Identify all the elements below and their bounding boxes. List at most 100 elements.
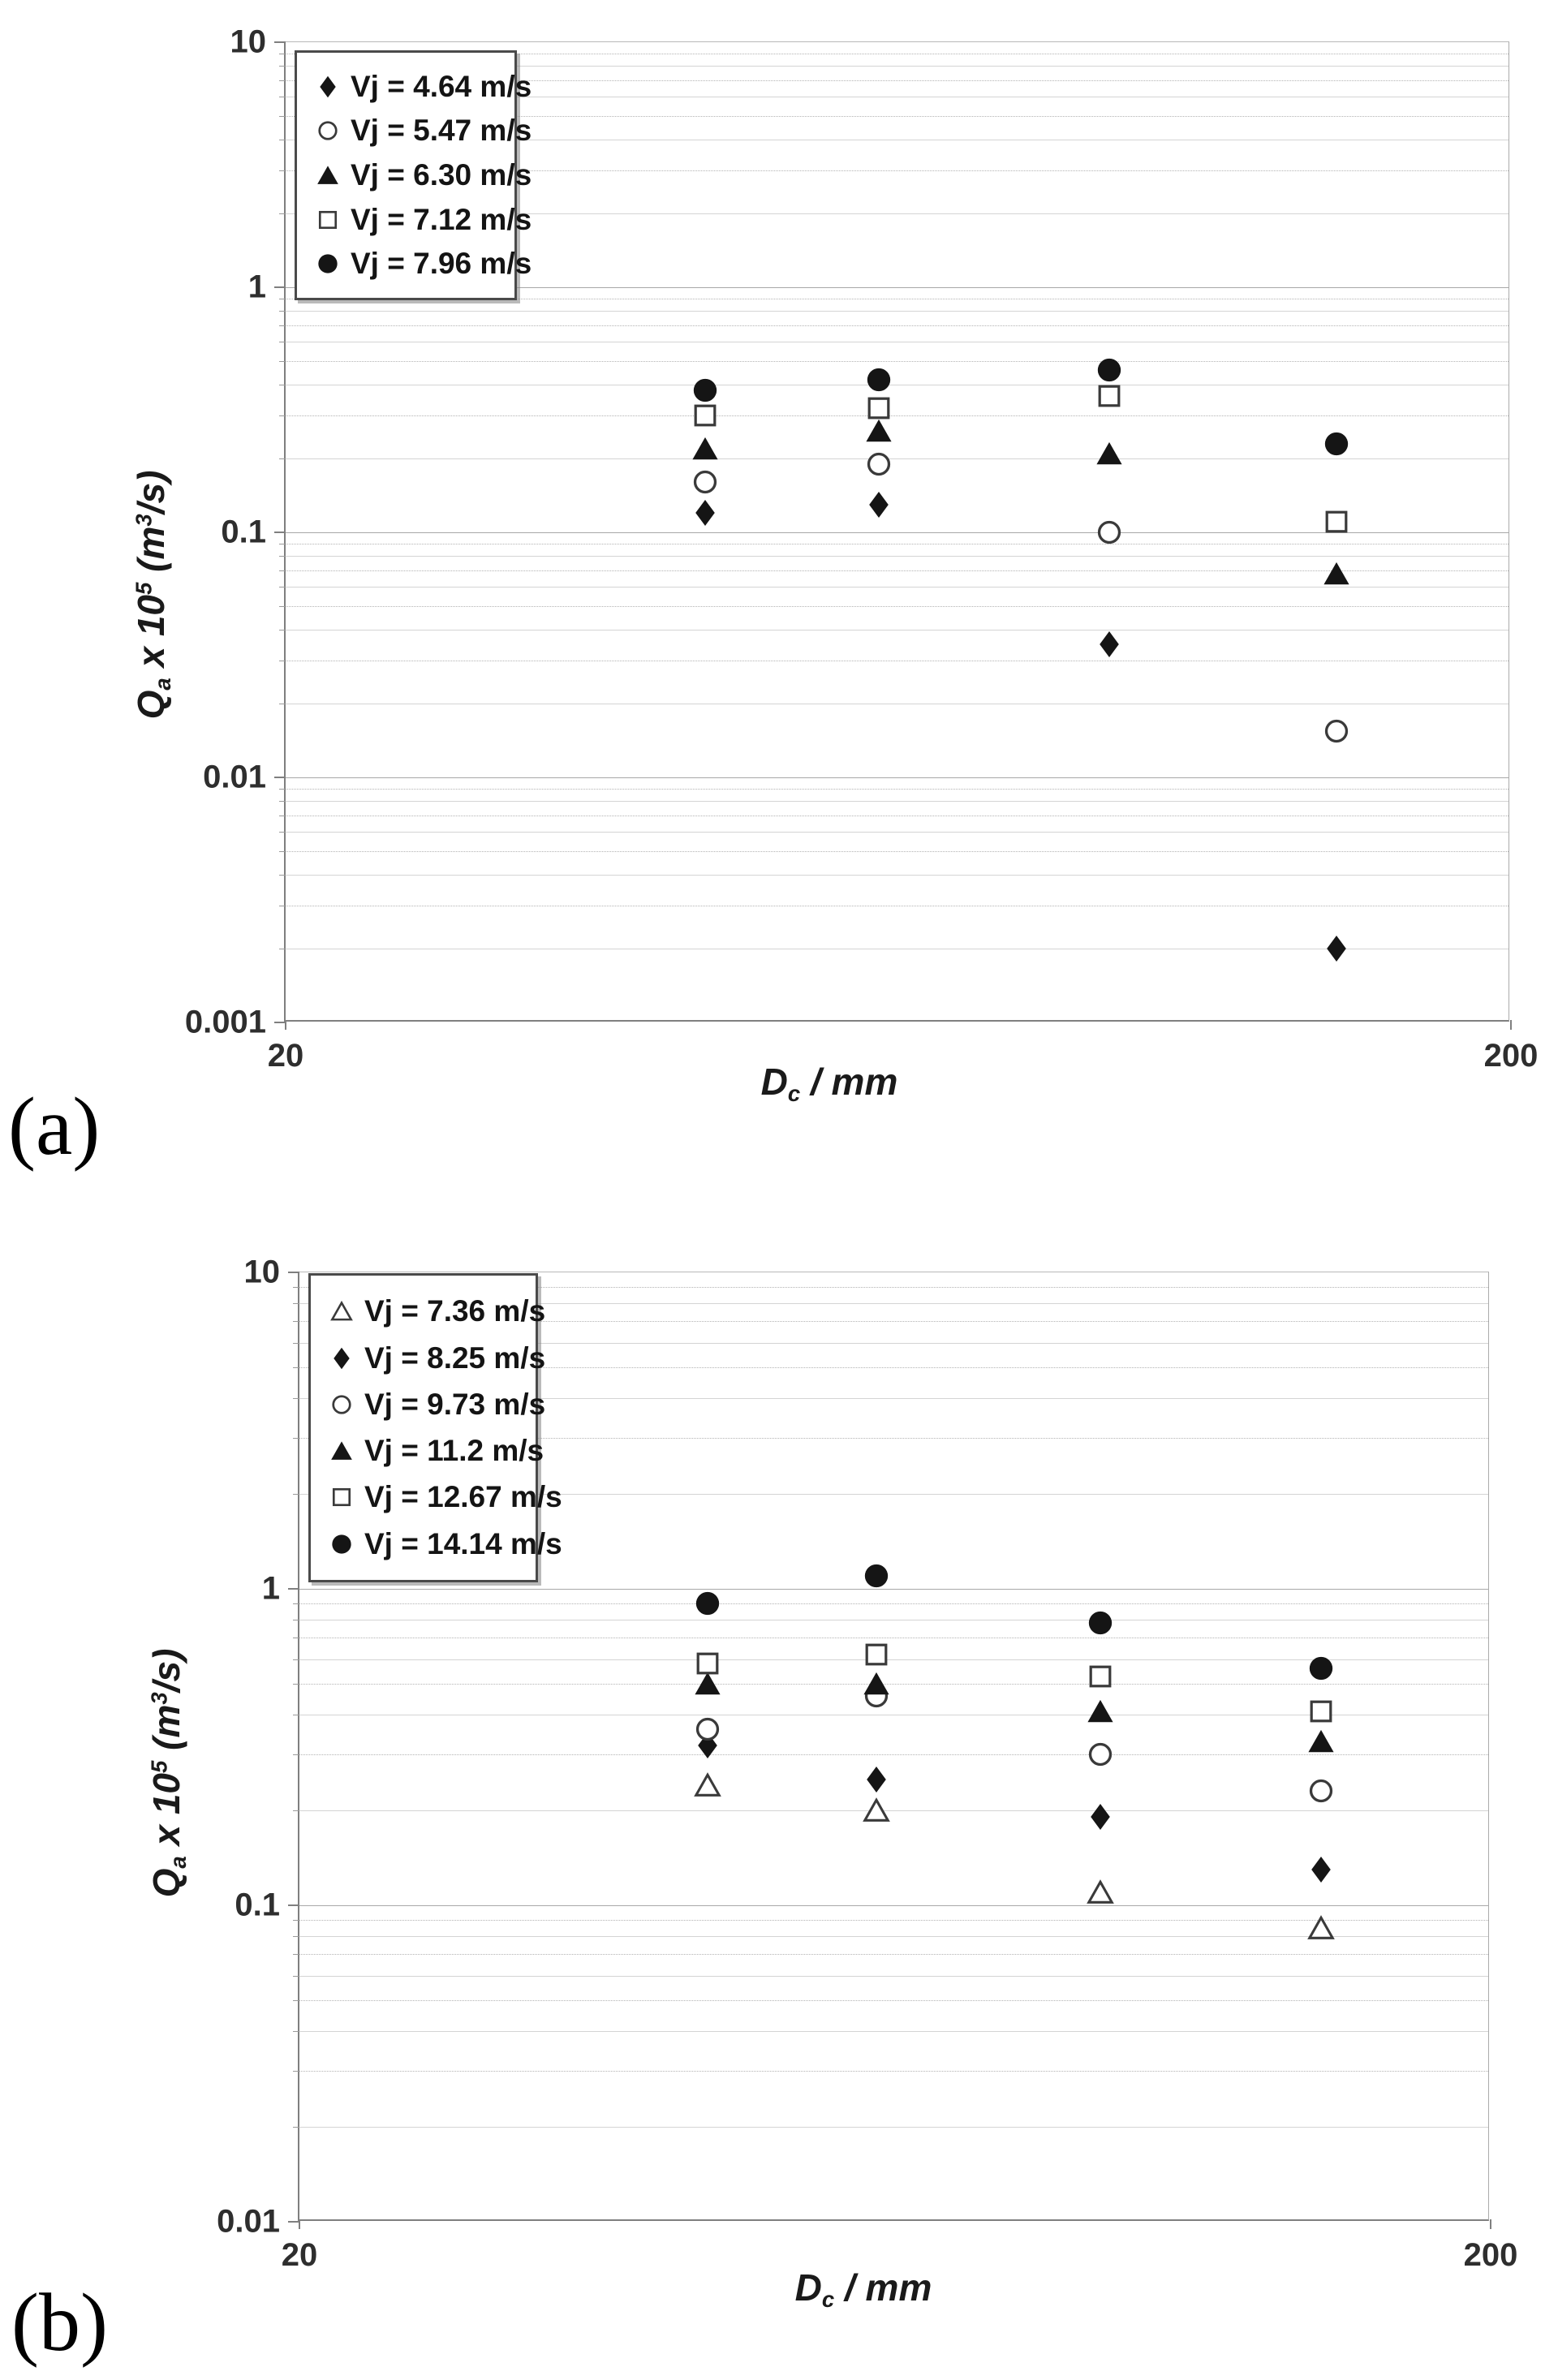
diamond-filled-icon (867, 1766, 886, 1793)
gridline-minor (299, 1321, 1488, 1323)
data-point-diamond-filled (1095, 631, 1123, 658)
data-point-square-open (1087, 1663, 1114, 1690)
data-point-diamond-filled (1307, 1856, 1335, 1883)
y-axis-minor-tick (279, 170, 286, 171)
data-point-circle-open (1095, 519, 1123, 546)
x-axis-tick (285, 1020, 286, 1030)
y-axis-minor-tick (279, 458, 286, 460)
triangle-filled-icon (1087, 1699, 1113, 1723)
legend-marker (330, 1486, 353, 1508)
y-tick-label: 0.01 (203, 759, 266, 795)
data-point-triangle-filled (1307, 1728, 1335, 1755)
data-point-circle-filled (863, 1562, 890, 1590)
gridline-minor (286, 325, 1509, 326)
circle-filled-icon (864, 1564, 889, 1588)
y-axis-major-tick (288, 1272, 299, 1273)
diamond-filled-icon (697, 1732, 717, 1759)
y-axis-minor-tick (293, 1919, 299, 1921)
triangle-open-icon (330, 1301, 353, 1321)
square-open-icon (694, 404, 717, 427)
triangle-open-icon (863, 1797, 890, 1822)
square-open-icon (1089, 1665, 1112, 1687)
data-point-triangle-filled (1087, 1698, 1114, 1725)
triangle-filled-icon (331, 1441, 352, 1461)
circle-open-icon (693, 471, 717, 494)
y-axis-minor-tick (293, 2031, 299, 2033)
triangle-open-icon (1086, 1879, 1114, 1904)
y-axis-minor-tick (279, 80, 286, 81)
gridline-minor (286, 605, 1509, 607)
triangle-filled-icon (1096, 441, 1122, 464)
square-open-icon (1310, 1700, 1332, 1723)
gridline-minor (286, 415, 1509, 416)
data-point-triangle-open (1306, 1914, 1335, 1942)
legend-row: Vj = 6.30 m/s (316, 158, 532, 192)
gridline-minor (286, 80, 1509, 81)
gridline-minor (299, 1754, 1488, 1755)
gridline-major (299, 1905, 1488, 1906)
gridline-minor (286, 850, 1509, 852)
gridline-minor (299, 1919, 1488, 1921)
data-point-circle-open (694, 1715, 721, 1743)
data-point-triangle-open (1086, 1879, 1114, 1906)
gridline-minor (286, 570, 1509, 571)
legend-label: Vj = 5.47 m/s (351, 114, 532, 148)
data-point-diamond-filled (865, 491, 893, 519)
square-open-icon (318, 210, 338, 229)
circle-filled-icon (318, 254, 338, 273)
data-point-triangle-filled (1095, 440, 1123, 467)
triangle-filled-icon (866, 419, 892, 441)
chart-a-legend: Vj = 4.64 m/s Vj = 5.47 m/s Vj = 6.30 m/s V… (295, 50, 532, 300)
data-point-diamond-filled (1087, 1803, 1114, 1831)
figure-label-b: (b) (11, 2277, 108, 2369)
y-axis-minor-tick (293, 1659, 299, 1660)
circle-open-icon (1324, 719, 1348, 742)
square-open-icon (1098, 385, 1121, 407)
gridline-major (286, 777, 1509, 778)
diamond-filled-icon (1311, 1856, 1331, 1883)
gridline-minor (299, 1286, 1488, 1288)
data-point-circle-filled (1307, 1655, 1335, 1682)
data-point-circle-filled (691, 377, 719, 404)
circle-open-icon (1088, 1742, 1112, 1767)
gridline-minor (286, 170, 1509, 171)
triangle-filled-icon (863, 1672, 889, 1695)
triangle-filled-icon (692, 437, 718, 459)
x-tick-label: 20 (281, 2237, 318, 2273)
data-point-circle-filled (865, 366, 893, 394)
legend-label: Vj = 7.12 m/s (351, 202, 532, 236)
gridline-minor (299, 1367, 1488, 1369)
data-point-square-open (1307, 1698, 1335, 1725)
data-point-circle-filled (1087, 1609, 1114, 1637)
gridline-minor (286, 875, 1509, 876)
circle-filled-icon (693, 378, 717, 402)
data-point-square-open (691, 402, 719, 429)
legend-marker (330, 1393, 353, 1416)
x-axis-tick (299, 2219, 300, 2229)
legend-row: Vj = 14.14 m/s (330, 1527, 562, 1561)
gridline-minor (286, 458, 1509, 460)
y-axis-minor-tick (279, 831, 286, 833)
gridline-minor (299, 1659, 1488, 1660)
data-point-triangle-filled (863, 1670, 890, 1698)
circle-filled-icon (695, 1591, 719, 1616)
x-tick-label: 200 (1463, 2237, 1518, 2273)
y-axis-major-tick (274, 777, 286, 778)
y-axis-minor-tick (293, 1684, 299, 1685)
data-point-circle-open (1307, 1777, 1335, 1805)
x-axis-tick (1490, 2219, 1491, 2229)
gridline-minor (299, 1935, 1488, 1937)
legend-row: Vj = 7.36 m/s (330, 1294, 545, 1328)
legend-row: Vj = 4.64 m/s (316, 70, 532, 104)
chart-a-x-axis-title: Dc / mm (760, 1060, 898, 1107)
y-axis-minor-tick (293, 1754, 299, 1755)
data-point-triangle-filled (865, 417, 893, 445)
circle-filled-icon (332, 1534, 351, 1554)
diamond-filled-icon (1090, 1804, 1110, 1831)
data-point-circle-open (1087, 1741, 1114, 1768)
y-axis-minor-tick (279, 415, 286, 416)
y-axis-minor-tick (279, 325, 286, 326)
y-axis-major-tick (288, 1588, 299, 1590)
gridline-major (286, 532, 1509, 533)
legend-row: Vj = 8.25 m/s (330, 1341, 545, 1375)
